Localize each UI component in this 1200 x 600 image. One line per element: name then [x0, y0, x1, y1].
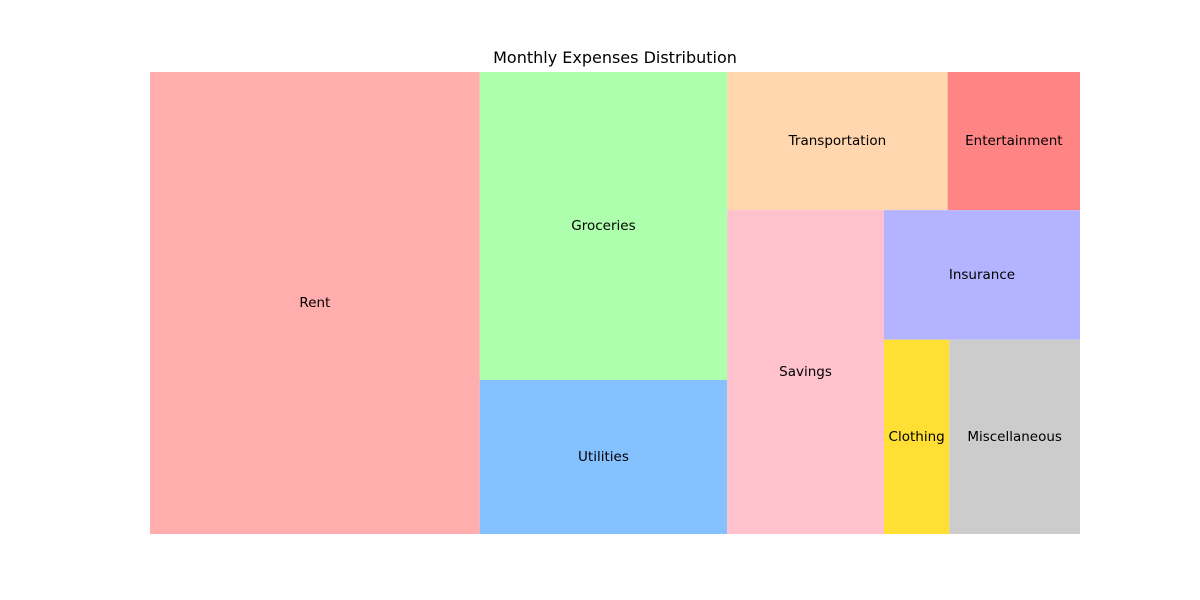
treemap-cell-rent	[150, 72, 480, 534]
chart-title: Monthly Expenses Distribution	[493, 48, 737, 67]
treemap-label-groceries: Groceries	[571, 218, 635, 234]
treemap-cell-transportation	[727, 72, 948, 211]
treemap-label-transportation: Transportation	[788, 133, 886, 149]
treemap-cell-clothing	[883, 339, 950, 534]
treemap-cell-insurance	[883, 210, 1080, 340]
treemap-label-miscellaneous: Miscellaneous	[967, 429, 1062, 445]
treemap-cell-miscellaneous	[949, 339, 1080, 534]
treemap-cell-utilities	[479, 380, 728, 534]
treemap-label-insurance: Insurance	[949, 267, 1015, 283]
treemap-cell-groceries	[479, 72, 728, 380]
treemap-label-rent: Rent	[299, 295, 330, 311]
treemap-label-clothing: Clothing	[889, 429, 945, 445]
treemap-label-utilities: Utilities	[578, 449, 629, 465]
treemap-cell-savings	[727, 210, 884, 535]
treemap-cell-entertainment	[947, 72, 1080, 211]
treemap-cells: Rent Groceries Utilities Transportation Ente…	[150, 72, 1080, 535]
treemap-label-entertainment: Entertainment	[965, 133, 1062, 149]
treemap-label-savings: Savings	[779, 364, 832, 380]
